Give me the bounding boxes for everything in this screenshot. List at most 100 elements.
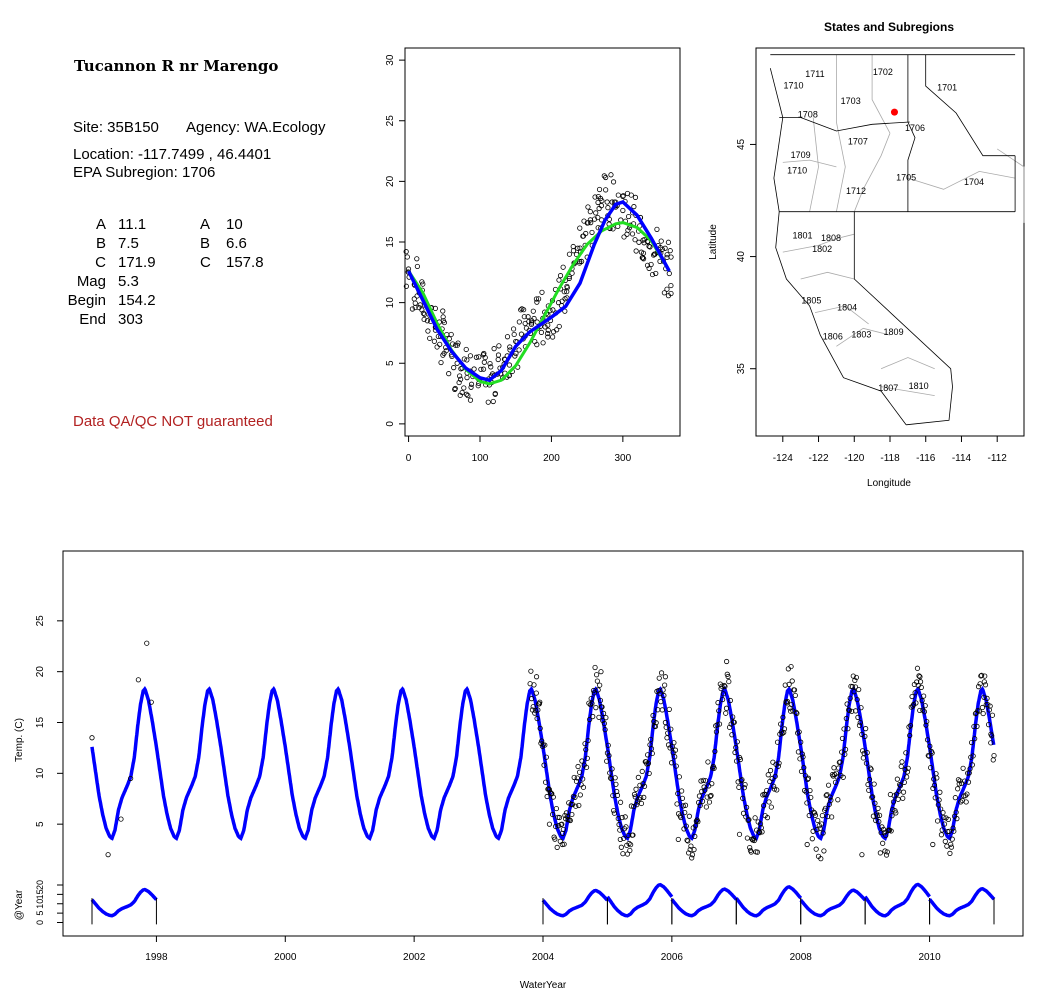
- data-point: [757, 830, 763, 836]
- data-point: [564, 285, 570, 291]
- data-point: [968, 739, 975, 746]
- data-point: [788, 702, 795, 708]
- data-point: [672, 747, 679, 753]
- data-point: [624, 190, 631, 197]
- data-point: [404, 254, 410, 260]
- data-point: [577, 792, 583, 798]
- data-point: [724, 671, 730, 677]
- data-point: [682, 802, 689, 808]
- data-point: [842, 751, 848, 757]
- data-point: [437, 341, 443, 347]
- data-point: [577, 245, 583, 251]
- subregion-boundary: [814, 305, 869, 325]
- data-point: [971, 723, 977, 730]
- data-point: [932, 795, 938, 801]
- data-point: [536, 701, 542, 707]
- data-point: [534, 342, 540, 348]
- y-tick-label: 5: [35, 911, 45, 916]
- data-point: [585, 737, 591, 744]
- data-point: [802, 773, 808, 779]
- data-point: [991, 752, 997, 759]
- data-point: [451, 365, 457, 371]
- data-point: [539, 289, 545, 295]
- data-point: [964, 791, 970, 797]
- data-point: [741, 785, 747, 791]
- data-point: [420, 281, 426, 287]
- data-point: [734, 739, 740, 745]
- data-point: [864, 750, 870, 756]
- data-point: [607, 770, 613, 776]
- data-point: [759, 829, 765, 835]
- data-point: [566, 817, 573, 823]
- data-point: [784, 699, 791, 705]
- data-point: [577, 225, 583, 231]
- data-point: [712, 748, 718, 754]
- data-point: [931, 776, 937, 782]
- data-point: [467, 353, 474, 359]
- data-point: [907, 732, 913, 739]
- subregion-label: 1804: [837, 302, 857, 312]
- annual-fit-line: [928, 887, 996, 918]
- data-points: [89, 640, 997, 862]
- data-point: [752, 815, 758, 821]
- data-point: [805, 775, 812, 781]
- data-point: [561, 289, 567, 295]
- data-point: [560, 264, 566, 270]
- data-point: [981, 679, 987, 685]
- data-point: [650, 712, 656, 719]
- state-boundary: [775, 211, 907, 426]
- subregion-label: 1707: [848, 136, 868, 146]
- data-point: [632, 237, 638, 243]
- data-point: [901, 779, 907, 785]
- param-label: A: [200, 216, 211, 233]
- data-point: [600, 710, 607, 717]
- data-point: [930, 841, 936, 848]
- data-point: [926, 753, 932, 759]
- data-point: [709, 781, 715, 787]
- data-point: [853, 708, 859, 714]
- subregion-label: 1703: [841, 96, 861, 106]
- subregion-boundary: [881, 386, 935, 396]
- data-point: [702, 787, 708, 793]
- subregion-label: 1805: [801, 296, 821, 306]
- data-point: [628, 803, 634, 809]
- data-point: [602, 727, 608, 733]
- data-point: [770, 759, 776, 765]
- y-tick-label: 45: [736, 138, 747, 150]
- data-point: [919, 698, 925, 704]
- data-point: [938, 806, 944, 812]
- data-point: [534, 319, 540, 325]
- data-point: [634, 802, 640, 808]
- data-point: [975, 684, 982, 690]
- data-point: [696, 793, 703, 799]
- data-point: [809, 836, 815, 842]
- data-point: [542, 324, 548, 330]
- data-point: [574, 775, 580, 781]
- data-point: [458, 376, 464, 382]
- data-point: [604, 758, 610, 764]
- data-point: [665, 730, 671, 736]
- data-point: [744, 835, 750, 841]
- data-point: [672, 754, 678, 760]
- data-point: [528, 668, 534, 674]
- data-point: [819, 813, 825, 819]
- data-point: [570, 801, 576, 808]
- data-point: [837, 759, 843, 765]
- data-point: [858, 705, 864, 711]
- data-point: [632, 794, 638, 800]
- subregion-label: 1710: [787, 166, 807, 176]
- y-tick-label: 30: [385, 54, 396, 66]
- data-point: [856, 722, 863, 728]
- subregion-label: 1803: [851, 329, 871, 339]
- data-point: [603, 715, 609, 721]
- data-point: [790, 708, 796, 714]
- data-point: [861, 750, 867, 756]
- data-point: [761, 803, 767, 809]
- map-title: States and Subregions: [824, 20, 954, 34]
- data-point: [771, 783, 777, 789]
- x-tick-label: -112: [988, 453, 1008, 464]
- data-point: [609, 199, 615, 205]
- site-id-text: Site: 35B150: [73, 119, 159, 136]
- state-boundary: [907, 54, 916, 212]
- data-point: [105, 852, 111, 858]
